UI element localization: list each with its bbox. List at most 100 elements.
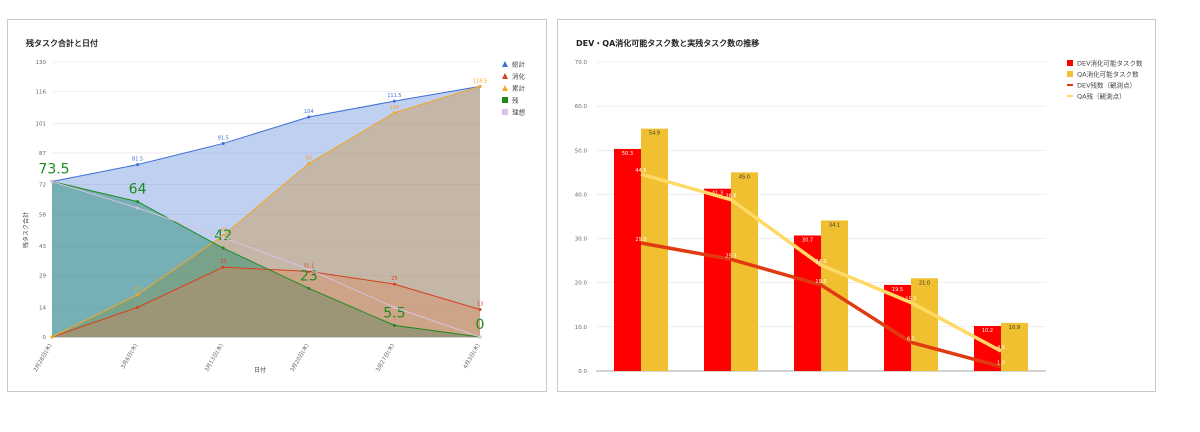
- right-y-tick-label: 60.0: [575, 104, 588, 110]
- left-point: [392, 323, 396, 327]
- cumulative-area: [52, 86, 480, 337]
- left-point: [392, 305, 396, 309]
- left-y-tick-label: 116: [36, 90, 47, 96]
- left-point: [136, 163, 140, 167]
- right-y-tick-label: 0.0: [578, 369, 587, 375]
- left-point: [136, 206, 140, 210]
- bar-data-label: 10.2: [982, 328, 993, 334]
- left-data-label: 33: [220, 259, 226, 265]
- left-chart-panel: 残タスク合計と日付 日付 残タスク合計 0 14 29 43 58 72 87 101 116 1…: [7, 19, 547, 392]
- line-data-label: 15.5: [905, 297, 916, 303]
- left-data-label: 13: [477, 302, 483, 308]
- left-data-label: 82: [306, 156, 312, 162]
- right-y-tick-label: 50.0: [575, 148, 588, 154]
- left-legend-label: 総計: [512, 60, 526, 69]
- left-y-axis-label: 残タスク合計: [22, 212, 30, 248]
- left-data-label: 73.5: [38, 162, 69, 178]
- bar-data-label: 21.0: [919, 280, 930, 286]
- line-data-label: 19.5: [815, 279, 826, 285]
- line-data-label: 6.5: [907, 336, 915, 342]
- left-point: [50, 335, 54, 339]
- left-data-label: 20: [134, 287, 140, 293]
- left-y-tick-label: 130: [36, 60, 47, 66]
- line-data-label: 38.8: [725, 194, 736, 200]
- left-point: [392, 99, 396, 103]
- left-y-tick-label: 29: [39, 274, 46, 280]
- left-x-tick-label: 3月6日(木): [119, 342, 140, 370]
- left-x-tick-label: 3月27日(木): [374, 342, 397, 373]
- left-point: [221, 233, 225, 237]
- left-point: [221, 141, 225, 145]
- left-data-label: 23: [300, 268, 318, 284]
- left-point: [307, 267, 311, 271]
- right-legend-label: DEV残数（観測点）: [1077, 81, 1136, 90]
- bar-data-label: 19.5: [892, 287, 903, 293]
- right-legend-label: QA残（観測点）: [1077, 92, 1126, 101]
- bar-data-label: 41.3: [712, 191, 723, 197]
- bar-data-label: 50.3: [622, 151, 633, 157]
- left-data-label: 111.5: [387, 93, 401, 99]
- left-data-label: 31.1: [303, 263, 314, 269]
- left-point: [221, 265, 225, 269]
- left-series-line-3: [51, 181, 481, 338]
- consumed-area: [52, 267, 480, 337]
- left-series-line-4: [51, 181, 481, 338]
- legend-marker: [1067, 60, 1073, 66]
- left-y-tick-label: 43: [39, 244, 46, 250]
- area-chart: 残タスク合計と日付 日付 残タスク合計 0 14 29 43 58 72 87 101 116 1…: [22, 38, 526, 374]
- left-data-label: 48: [220, 227, 226, 233]
- left-legend-label: 累計: [512, 84, 526, 93]
- right-chart-panel: DEV・QA消化可能タスク数と実残タスク数の推移 0.0 10.0 20.0 30.0…: [557, 19, 1156, 392]
- left-data-label: 81.5: [132, 157, 143, 163]
- bar-data-label: 54.9: [649, 131, 660, 137]
- bar: [1001, 322, 1028, 371]
- left-series-line-2: [51, 85, 481, 338]
- legend-marker: [502, 85, 508, 91]
- left-point: [478, 308, 482, 311]
- bar: [911, 278, 938, 371]
- left-point: [50, 180, 54, 184]
- legend-marker: [502, 97, 508, 103]
- left-point: [478, 335, 482, 339]
- left-series-line-1: [51, 266, 481, 338]
- left-data-label: 64: [129, 182, 147, 198]
- remaining-area: [52, 181, 480, 337]
- right-y-tick-label: 30.0: [575, 237, 588, 243]
- right-y-tick-label: 70.0: [575, 60, 588, 66]
- left-data-label: 104: [304, 109, 314, 115]
- right-series-line-0: [640, 241, 1002, 369]
- left-point: [307, 115, 311, 119]
- left-point: [307, 162, 311, 166]
- right-legend-label: QA消化可能タスク数: [1077, 70, 1139, 79]
- left-series-line-0: [51, 85, 481, 183]
- left-point: [136, 305, 140, 309]
- left-data-label: 0: [476, 317, 485, 333]
- left-point: [392, 111, 396, 115]
- left-point: [221, 236, 225, 240]
- left-legend-label: 残: [512, 96, 519, 105]
- bar: [704, 188, 731, 371]
- left-data-label: 118.5: [473, 78, 487, 84]
- bar: [731, 172, 758, 371]
- right-y-tick-label: 20.0: [575, 281, 588, 287]
- line-data-label: 1.0: [997, 361, 1005, 367]
- left-legend-label: 理想: [512, 108, 526, 117]
- left-chart-title: 残タスク合計と日付: [26, 38, 98, 48]
- line-data-label: 25.3: [725, 253, 736, 259]
- left-point: [136, 293, 140, 297]
- line-data-label: 24.0: [815, 259, 826, 265]
- left-y-tick-label: 58: [39, 212, 46, 218]
- line-data-label: 29.0: [635, 237, 646, 243]
- bar: [794, 235, 821, 371]
- line-data-label: 4.5: [997, 345, 1005, 351]
- left-legend-label: 消化: [512, 72, 526, 81]
- left-point: [307, 286, 311, 290]
- line-data-label: 44.6: [635, 168, 646, 174]
- bar: [641, 128, 668, 371]
- left-x-tick-label: 2月28日(木): [31, 342, 54, 373]
- left-data-label: 91.5: [218, 135, 229, 141]
- legend-marker: [502, 73, 508, 79]
- bar-data-label: 34.1: [829, 222, 840, 228]
- bar-data-label: 45.0: [739, 174, 750, 180]
- left-x-axis-label: 日付: [254, 366, 266, 374]
